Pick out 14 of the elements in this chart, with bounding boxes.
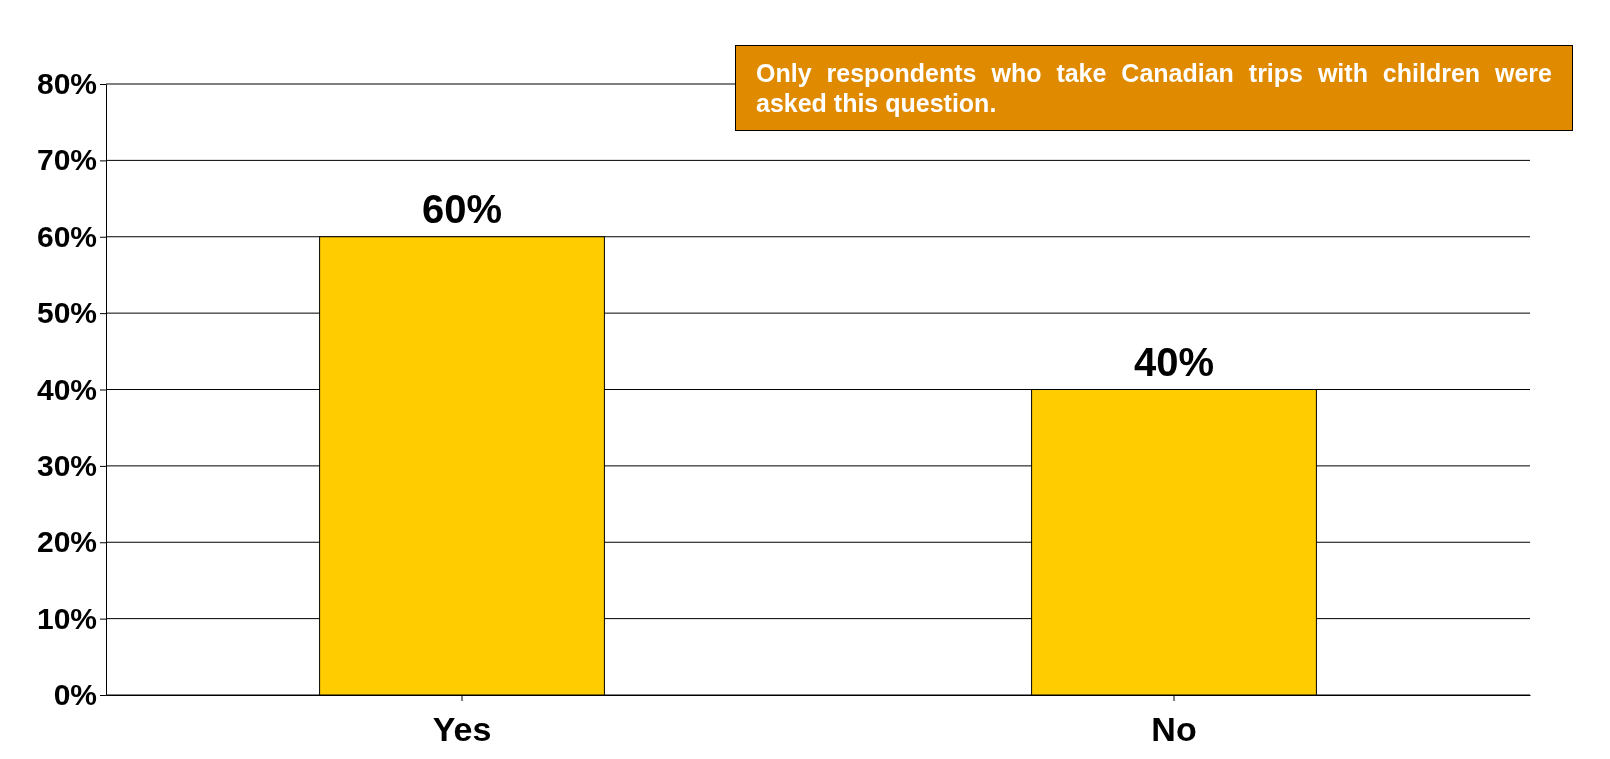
y-tick-label: 30% — [36, 448, 97, 482]
annotation: Only respondents who take Canadian trips with children were asked this question. — [735, 45, 1573, 131]
y-tick-label: 70% — [36, 143, 97, 177]
y-tick-label: 40% — [36, 372, 97, 406]
x-tick-label: Yes — [432, 710, 492, 749]
y-tick-label: 10% — [36, 601, 97, 635]
data-label: 40% — [1133, 339, 1215, 384]
y-tick-label: 20% — [36, 525, 97, 559]
x-tick-label: No — [1151, 710, 1197, 749]
y-tick-label: 80% — [36, 67, 97, 101]
y-tick-label: 50% — [36, 296, 97, 330]
y-tick-label: 60% — [36, 219, 97, 253]
y-tick-label: 0% — [53, 678, 97, 712]
data-label: 60% — [421, 186, 503, 231]
